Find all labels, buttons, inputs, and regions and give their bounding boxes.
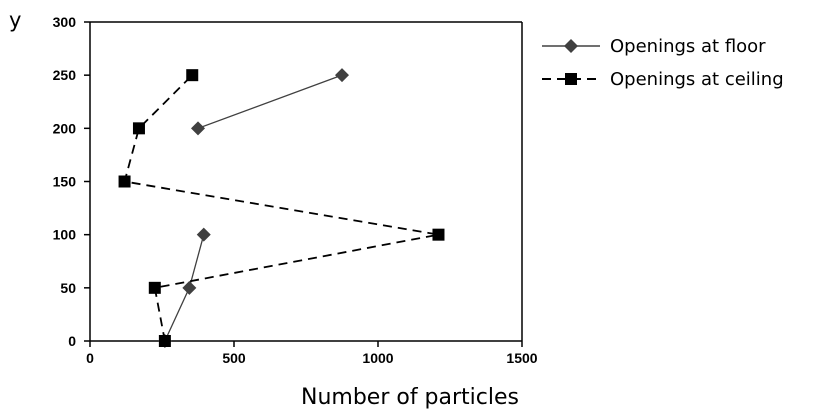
series-openings-at-floor <box>157 68 349 348</box>
data-point-square <box>118 175 131 188</box>
plot-area: 0 50 100 150 200 250 300 0 500 1000 1500 <box>53 14 538 366</box>
legend-item: Openings at ceiling <box>542 69 784 90</box>
y-tick-label: 300 <box>53 14 77 30</box>
data-point-square <box>432 228 445 241</box>
x-tick-label: 500 <box>222 350 246 366</box>
y-tick-label: 100 <box>53 227 77 243</box>
data-point-diamond <box>196 227 211 242</box>
y-tick-label: 150 <box>53 174 77 190</box>
data-point-square <box>186 69 199 82</box>
legend-marker <box>565 73 577 85</box>
data-point-diamond <box>335 68 349 83</box>
y-tick-label: 0 <box>68 333 76 349</box>
legend-item: Openings at floor <box>542 36 766 57</box>
data-point-square <box>158 335 171 347</box>
x-tick-label: 0 <box>86 350 94 366</box>
legend-label: Openings at ceiling <box>610 69 784 90</box>
series-line <box>197 74 343 129</box>
x-tick-label: 1000 <box>362 350 393 366</box>
data-point-square <box>132 122 145 135</box>
legend-label: Openings at floor <box>610 36 766 57</box>
series-openings-at-ceiling <box>118 69 445 347</box>
legend-marker <box>564 39 578 53</box>
data-point-square <box>148 281 161 294</box>
y-tick-label: 50 <box>60 280 76 296</box>
data-point-diamond <box>191 121 205 136</box>
x-axis-label: Number of particles <box>301 385 519 410</box>
y-tick-label: 250 <box>53 67 77 83</box>
y-tick-label: 200 <box>53 120 77 136</box>
series-line <box>123 74 439 342</box>
series-layer <box>118 68 445 348</box>
x-ticks: 0 500 1000 1500 <box>86 341 538 366</box>
legend: Openings at floor Openings at ceiling <box>542 36 784 90</box>
y-axis-label: y <box>9 8 21 32</box>
data-point-diamond <box>182 280 197 295</box>
y-ticks: 0 50 100 150 200 250 300 <box>53 14 90 349</box>
x-tick-label: 1500 <box>506 350 537 366</box>
